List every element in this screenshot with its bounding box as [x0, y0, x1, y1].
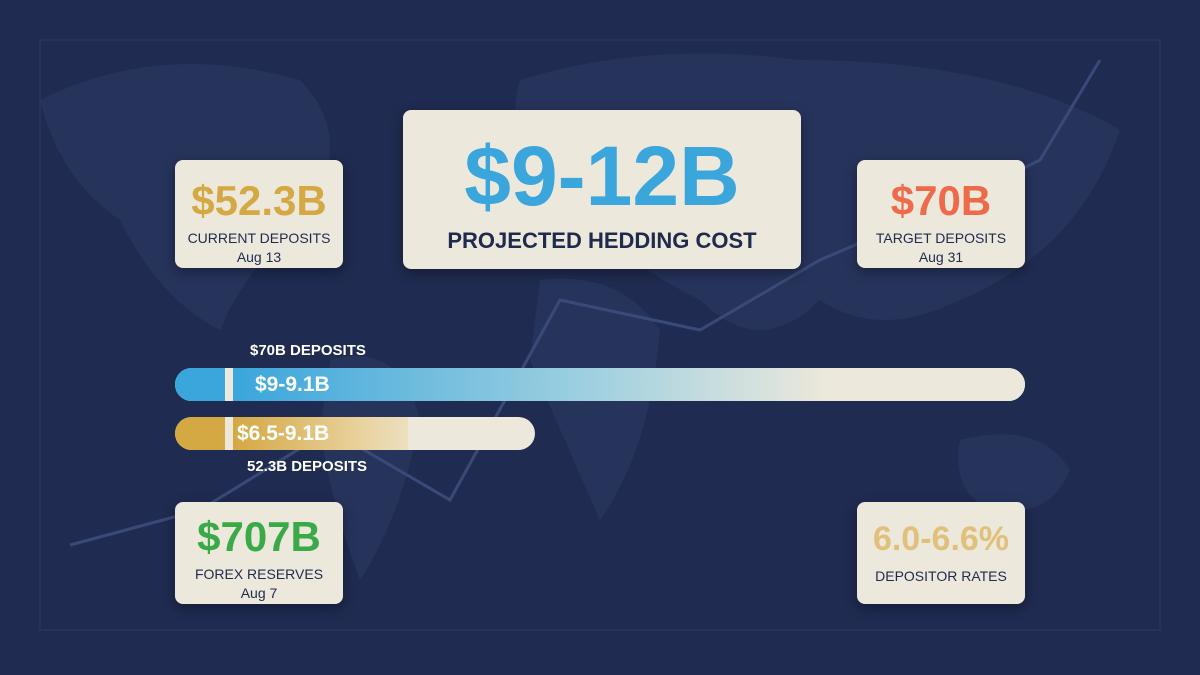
stat-value: $52.3B: [191, 177, 327, 224]
stat-date: Aug 13: [236, 249, 282, 265]
stat-label: FOREX RESERVES: [194, 566, 324, 582]
stat-card: $70B TARGET DEPOSITS Aug 31: [857, 160, 1025, 268]
bar-cap: [175, 417, 225, 450]
bar-range: $9-9.1B: [255, 373, 330, 396]
bar-range: $6.5-9.1B: [237, 422, 330, 445]
stat-label: CURRENT DEPOSITS: [187, 230, 331, 246]
hero-card: $9-12B PROJECTED HEDDING COST: [403, 110, 801, 269]
stat-date: Aug 7: [240, 585, 278, 601]
bar-caption: 52.3B DEPOSITS: [247, 458, 368, 475]
bar-caption: $70B DEPOSITS: [250, 342, 366, 359]
range-bar: $6.5-9.1B: [175, 417, 535, 450]
bar-fill: [233, 417, 408, 450]
bar-cap: [175, 368, 225, 401]
hero-label: PROJECTED HEDDING COST: [447, 228, 757, 253]
stat-date: Aug 31: [918, 249, 964, 265]
stat-label: DEPOSITOR RATES: [875, 568, 1007, 584]
hero-value: $9-12B: [464, 129, 740, 223]
stat-label: TARGET DEPOSITS: [875, 230, 1007, 246]
stat-card: 6.0-6.6% DEPOSITOR RATES: [857, 502, 1025, 604]
range-bar: $9-9.1B: [175, 368, 1025, 401]
stat-card: $52.3B CURRENT DEPOSITS Aug 13: [175, 160, 343, 268]
stat-value: $707B: [197, 513, 321, 560]
frame: [39, 39, 1161, 631]
stat-card: $707B FOREX RESERVES Aug 7: [175, 502, 343, 604]
stat-value: 6.0-6.6%: [872, 520, 1010, 558]
stat-value: $70B: [890, 177, 992, 224]
bar-fill: [233, 368, 1025, 401]
